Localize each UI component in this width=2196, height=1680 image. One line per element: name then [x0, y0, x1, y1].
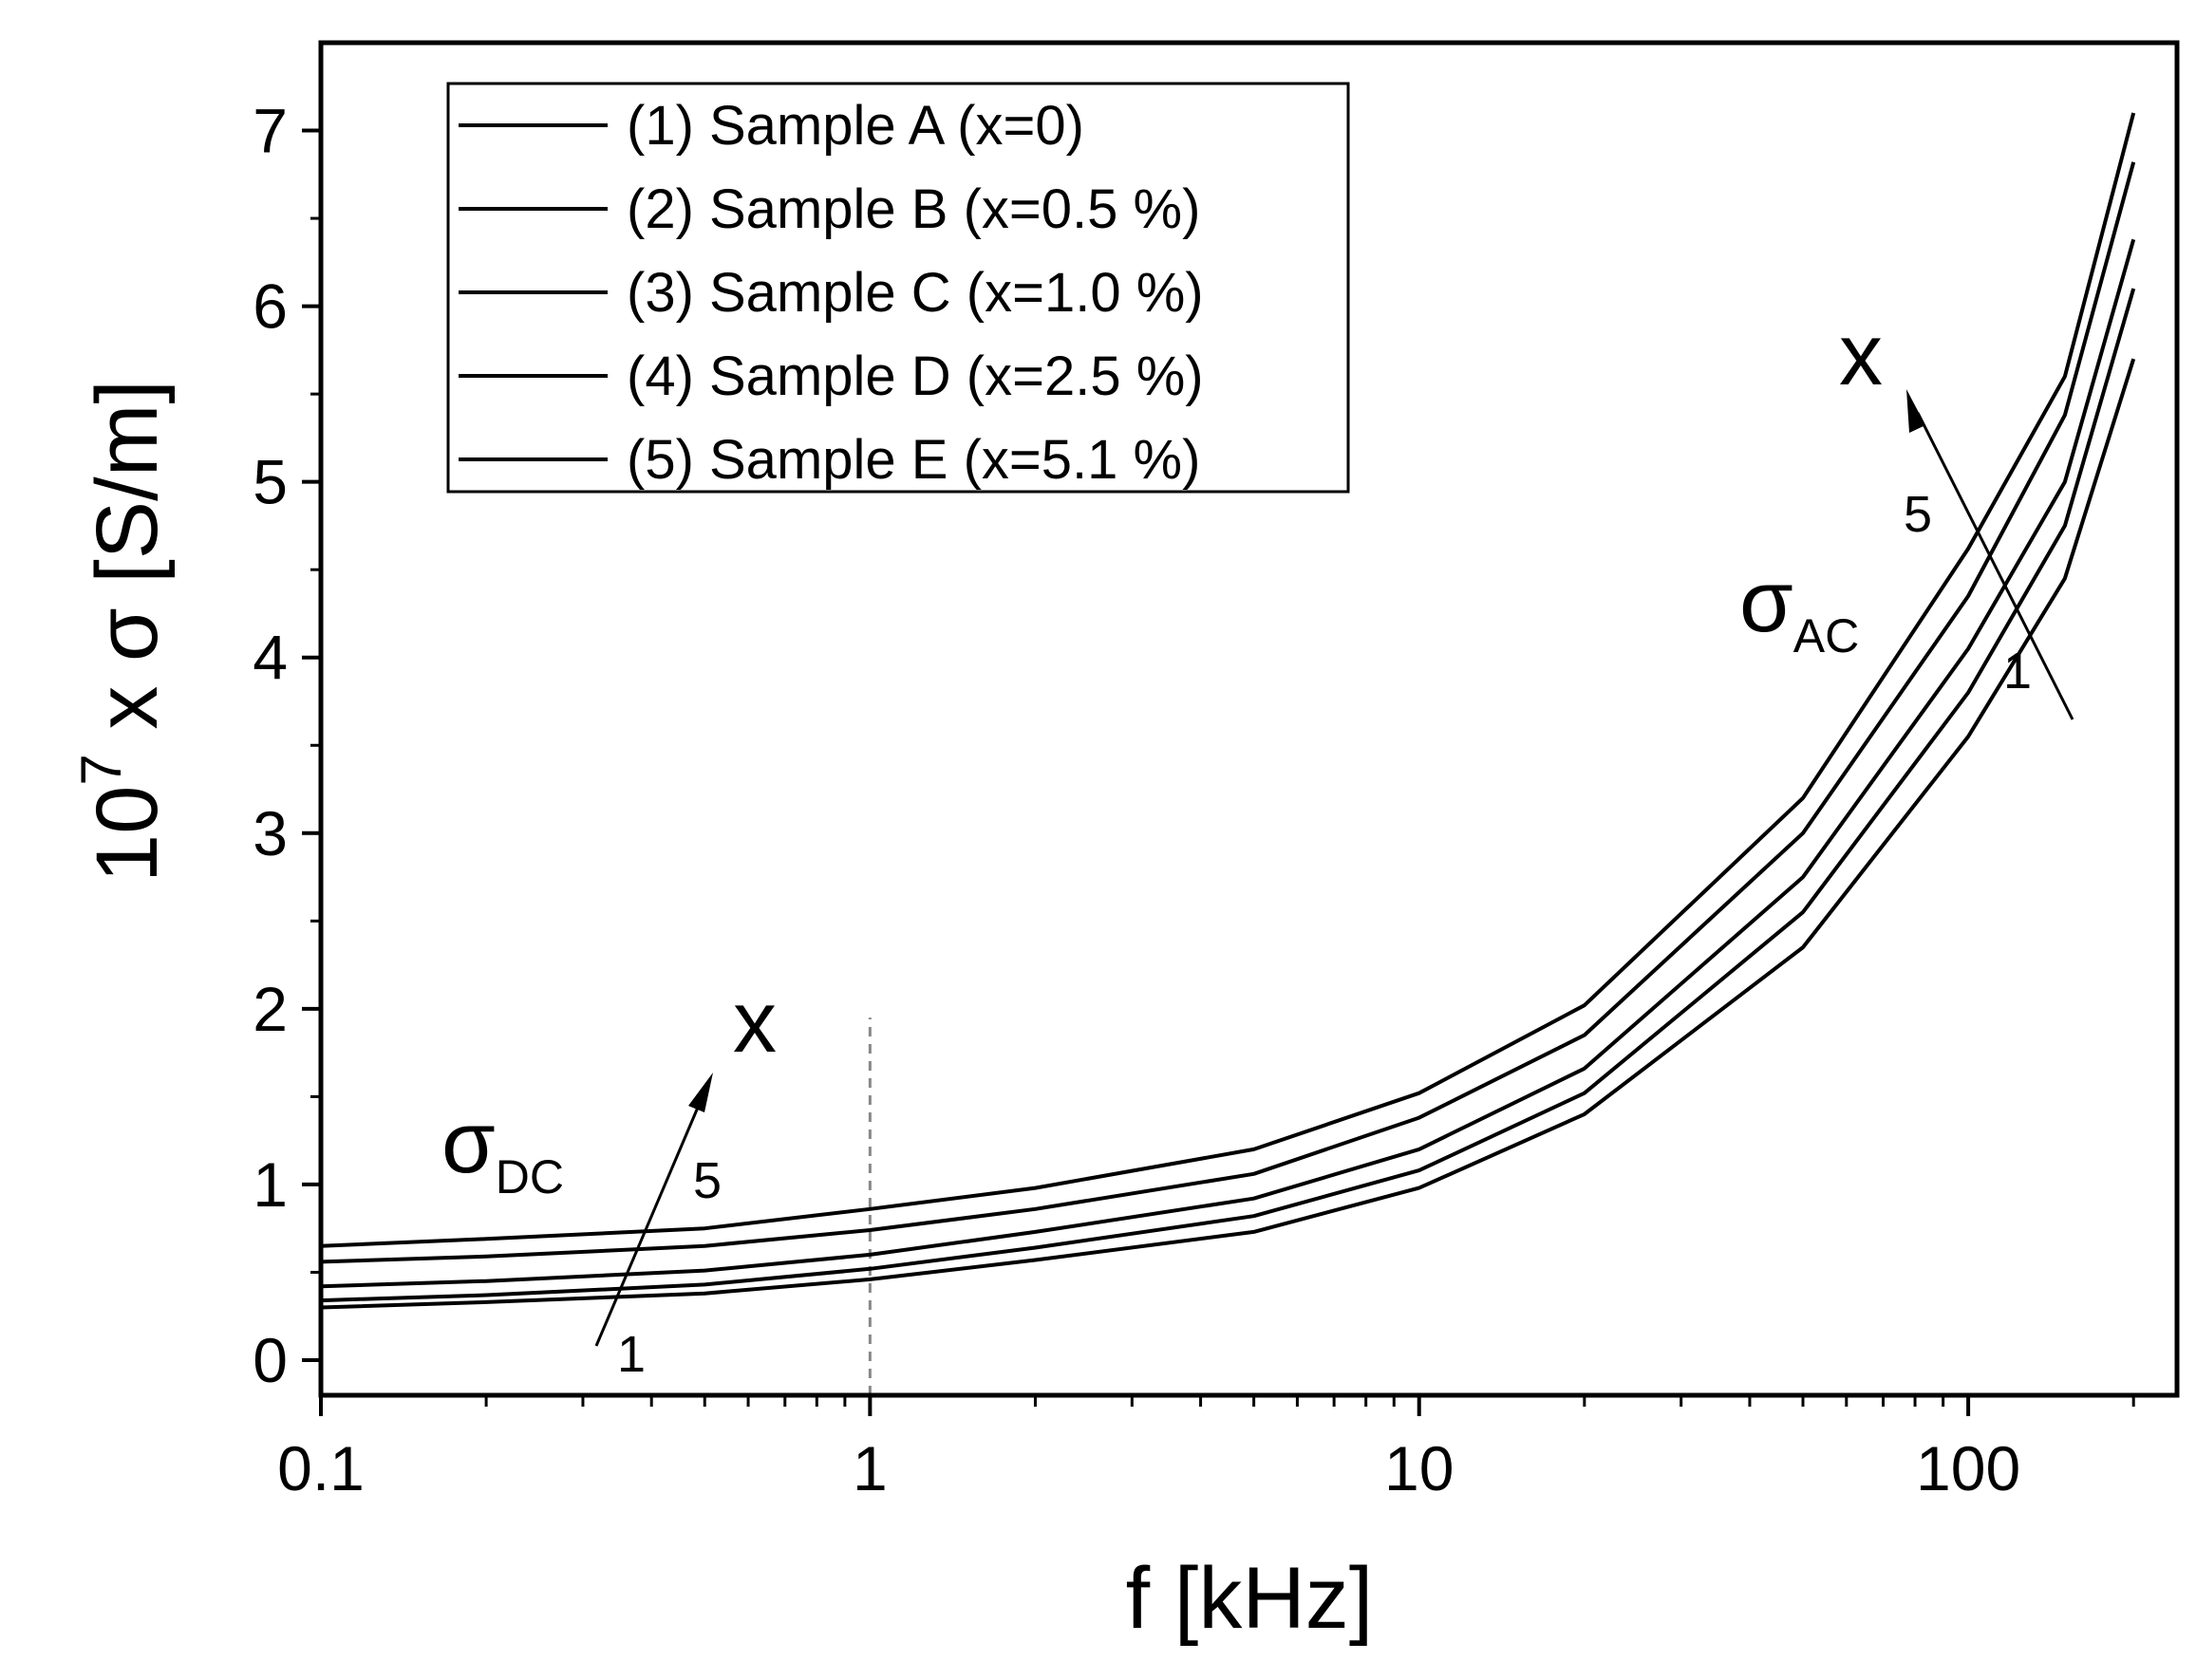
- dc-arrow-start-label: 1: [617, 1326, 646, 1383]
- series-line-5: [320, 112, 2136, 1248]
- series-line-4: [320, 161, 2136, 1264]
- y-tick-label: 3: [253, 798, 288, 868]
- y-tick-label: 0: [253, 1325, 288, 1395]
- dc-annotation: σDC 1 5 x: [441, 974, 777, 1383]
- legend-label-2: (2) Sample B (x=0.5 %): [627, 178, 1200, 240]
- dc-arrow-end-label: 5: [693, 1152, 722, 1209]
- dc-arrow-head: [688, 1073, 713, 1112]
- x-tick-label: 1: [853, 1433, 888, 1503]
- legend-label-3: (3) Sample C (x=1.0 %): [627, 262, 1204, 324]
- ac-arrow-end-label: 5: [1904, 486, 1932, 543]
- x-tick-label: 100: [1916, 1433, 2020, 1503]
- y-tick-label: 5: [253, 447, 288, 517]
- y-tick-label: 6: [253, 271, 288, 342]
- legend-frame: [446, 82, 1350, 494]
- series-line-2: [320, 288, 2136, 1303]
- ac-annotation: σAC 1 5 x: [1739, 307, 2074, 720]
- series-layer: [320, 112, 2136, 1310]
- y-tick-label: 1: [253, 1149, 288, 1220]
- plot-frame: [318, 40, 2180, 1398]
- x-tick-label: 0.1: [277, 1433, 365, 1503]
- x-tick-label: 10: [1384, 1433, 1454, 1503]
- ac-arrow-direction-label: x: [1839, 307, 1883, 403]
- ac-arrow-head: [1906, 389, 1925, 433]
- y-tick-label: 7: [253, 96, 288, 166]
- legend-label-4: (4) Sample D (x=2.5 %): [627, 345, 1204, 407]
- x-axis-title: f [kHz]: [1126, 1550, 1374, 1647]
- series-line-1: [320, 358, 2136, 1310]
- sigma-dc-label: σDC: [441, 1094, 564, 1204]
- ac-arrow-start-label: 1: [2003, 643, 2032, 700]
- axis-ticks: 0 1 2 3 4 5 6 7 0.1 1 10 100: [253, 96, 2135, 1503]
- legend-label-1: (1) Sample A (x=0): [627, 95, 1084, 157]
- legend: (1) Sample A (x=0) (2) Sample B (x=0.5 %)…: [446, 82, 1350, 494]
- ac-arrow-line: [1916, 412, 2074, 720]
- y-tick-label: 2: [253, 974, 288, 1044]
- dc-arrow-line: [594, 1095, 704, 1347]
- sigma-ac-label: σAC: [1739, 553, 1859, 663]
- y-axis-title: 107 x σ [S/m]: [69, 380, 176, 883]
- y-tick-label: 4: [253, 623, 288, 693]
- legend-label-5: (5) Sample E (x=5.1 %): [627, 429, 1200, 491]
- series-line-3: [320, 238, 2136, 1289]
- dc-arrow-direction-label: x: [733, 974, 777, 1071]
